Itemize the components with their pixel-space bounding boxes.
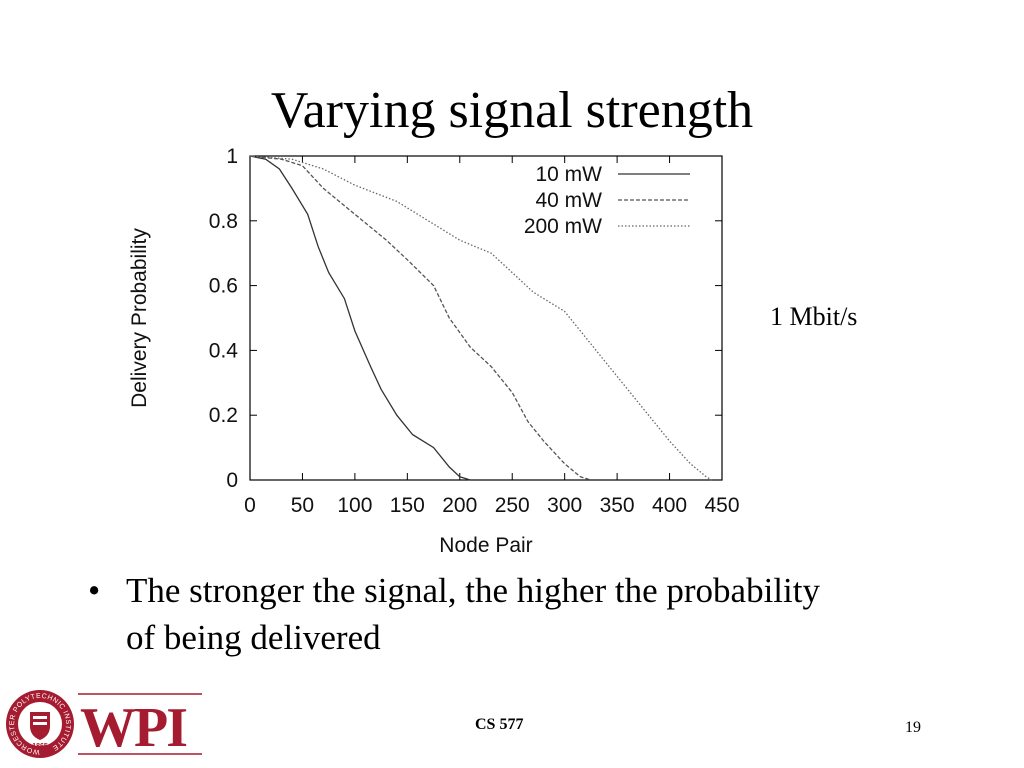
x-tick-label: 100 [337, 494, 372, 517]
chart-ticks: 0 50 100 150 200 250 300 350 400 450 0 0.2 0.4 0.6 0.8… [209, 145, 740, 517]
y-tick-label: 0 [226, 469, 238, 492]
y-tick-label: 0.2 [209, 404, 238, 427]
series-line-10-mw [249, 155, 471, 481]
x-tick-label: 0 [244, 494, 256, 517]
x-tick-label: 50 [291, 494, 314, 517]
data-rate-note: 1 Mbit/s [770, 302, 858, 331]
series-line-200-mw [249, 155, 712, 481]
wpi-logo: WORCESTER POLYTECHNIC INSTITUTE 1865 WPI [4, 688, 204, 765]
bullet-item: • The stronger the signal, the higher th… [88, 568, 848, 661]
x-tick-label: 350 [600, 494, 635, 517]
chart-axes [249, 155, 723, 481]
x-tick-label: 200 [442, 494, 477, 517]
page-number: 19 [905, 719, 921, 736]
bullet-text: The stronger the signal, the higher the … [126, 571, 820, 657]
x-axis-label: Node Pair [439, 534, 532, 557]
x-tick-label: 400 [652, 494, 687, 517]
x-tick-label: 250 [495, 494, 530, 517]
chart-svg: 0 50 100 150 200 250 300 350 400 450 0 0.2 0.4 0.6 0.8… [128, 145, 740, 557]
y-tick-label: 0.6 [209, 275, 238, 298]
wpi-logo-svg: WORCESTER POLYTECHNIC INSTITUTE 1865 WPI [6, 690, 202, 759]
y-tick-label: 1 [226, 145, 238, 168]
legend-entry-label: 10 mW [535, 163, 602, 186]
x-tick-label: 450 [704, 494, 739, 517]
y-tick-label: 0.8 [209, 210, 238, 233]
delivery-probability-chart: 0 50 100 150 200 250 300 350 400 450 0 0.2 0.4 0.6 0.8… [110, 140, 770, 560]
y-axis-label: Delivery Probability [128, 228, 151, 408]
y-tick-label: 0.4 [209, 339, 239, 362]
seal-year: 1865 [32, 743, 48, 750]
x-tick-label: 300 [547, 494, 582, 517]
plot-frame [249, 155, 723, 481]
chart-series [249, 155, 712, 481]
chart-legend: 10 mW 40 mW 200 mW [524, 163, 690, 238]
slide-title: Varying signal strength [270, 82, 754, 139]
series-line-40-mw [249, 155, 592, 481]
x-tick-label: 150 [390, 494, 425, 517]
footer-course: CS 577 [475, 716, 524, 733]
bullet-marker: • [88, 571, 101, 610]
legend-entry-label: 40 mW [535, 189, 602, 212]
legend-entry-label: 200 mW [524, 215, 602, 238]
wpi-wordmark: WPI [80, 697, 186, 759]
